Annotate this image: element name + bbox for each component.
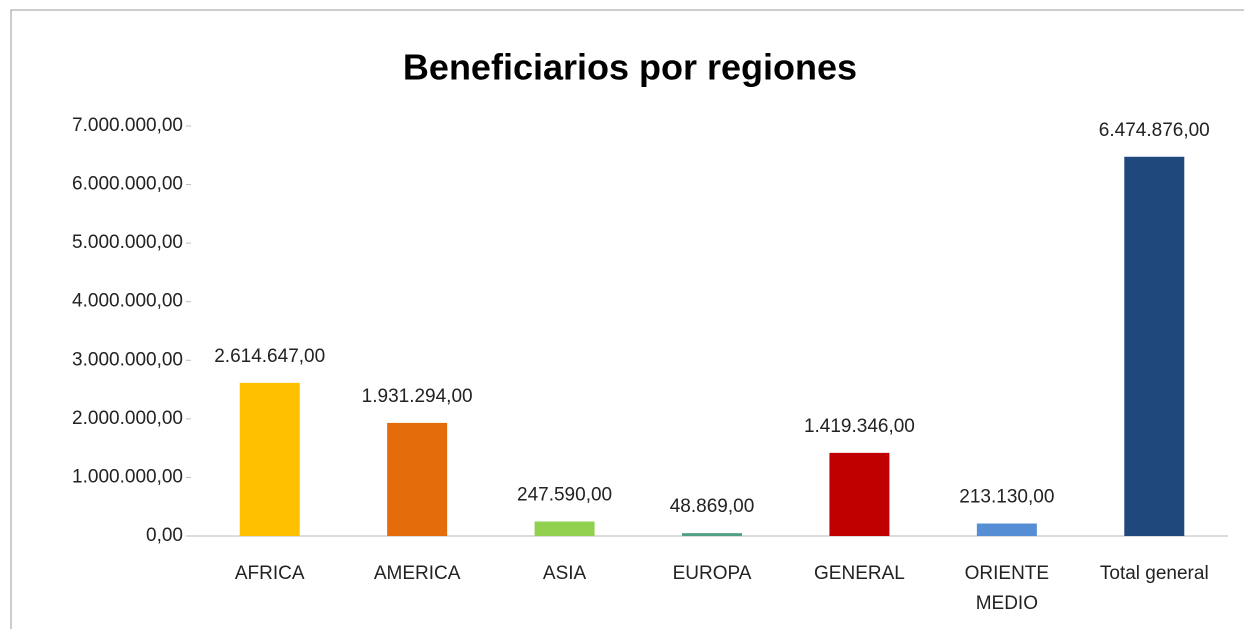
chart-title: Beneficiarios por regiones (403, 47, 857, 88)
x-tick-label: AMERICA (374, 563, 461, 584)
y-tick-label: 1.000.000,00 (72, 466, 183, 487)
bar (976, 523, 1037, 536)
x-tick-label: AFRICA (235, 563, 305, 584)
data-label: 1.419.346,00 (804, 416, 915, 437)
x-tick-label: GENERAL (814, 563, 905, 584)
data-label: 2.614.647,00 (214, 346, 325, 367)
data-label: 213.130,00 (959, 487, 1054, 508)
bar (829, 452, 890, 536)
data-label: 48.869,00 (670, 496, 755, 517)
y-tick-label: 2.000.000,00 (72, 408, 183, 429)
y-tick-label: 0,00 (146, 525, 183, 546)
bar (534, 521, 595, 536)
y-tick-label: 4.000.000,00 (72, 291, 183, 312)
x-tick-label: ORIENTE MEDIO (965, 563, 1049, 614)
x-tick-label: ASIA (543, 563, 587, 584)
y-tick-label: 7.000.000,00 (72, 115, 183, 136)
chart-frame (10, 9, 1244, 629)
x-tick-label: Total general (1100, 563, 1209, 584)
y-tick-label: 3.000.000,00 (72, 349, 183, 370)
y-tick-label: 5.000.000,00 (72, 232, 183, 253)
data-label: 247.590,00 (517, 485, 612, 506)
bar (387, 422, 448, 536)
data-label: 1.931.294,00 (362, 386, 473, 407)
bar (1124, 156, 1185, 536)
data-label: 6.474.876,00 (1099, 120, 1210, 141)
y-tick-label: 6.000.000,00 (72, 174, 183, 195)
bar (682, 533, 742, 536)
bar (239, 382, 300, 536)
x-tick-label: EUROPA (673, 563, 752, 584)
